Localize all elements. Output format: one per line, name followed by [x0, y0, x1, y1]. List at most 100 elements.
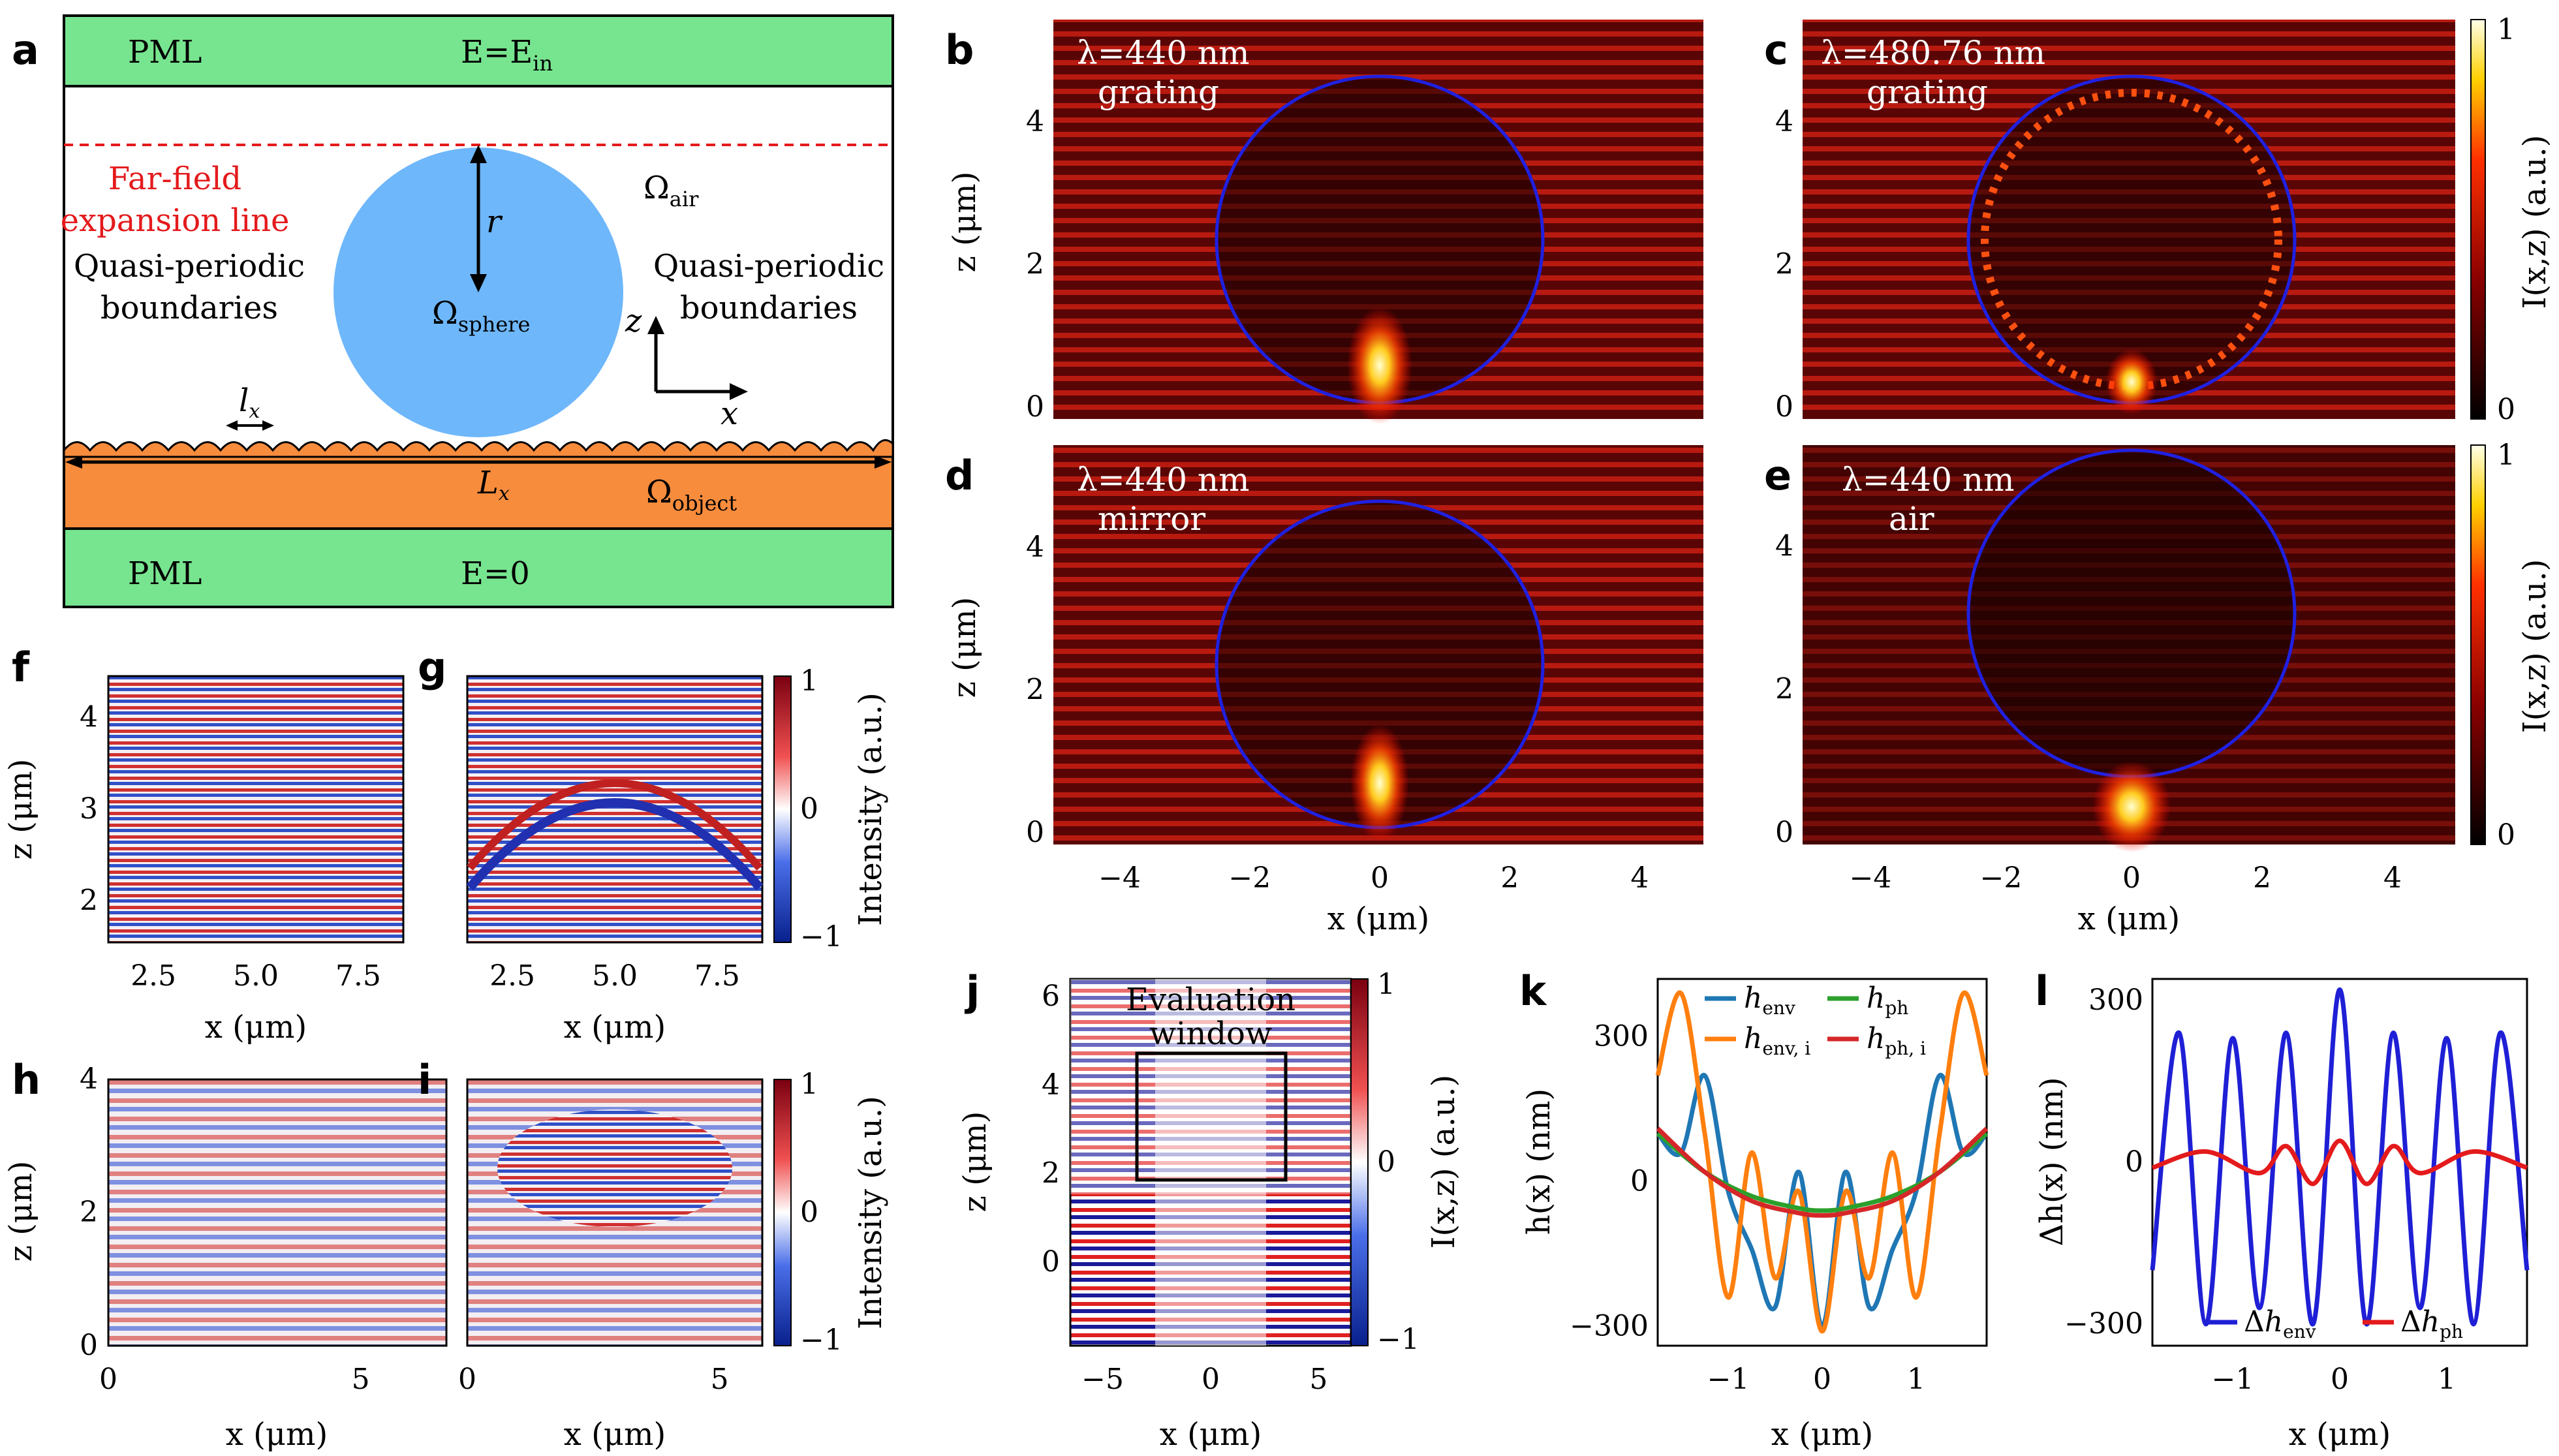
sphere-outline-e	[1966, 448, 2297, 779]
series-line--h-ph	[2151, 1138, 2528, 1186]
lx-head-left	[226, 420, 238, 431]
cbar-tick-j: 0	[1377, 1145, 1395, 1179]
x-axis-title-l: x (μm)	[2289, 1416, 2391, 1453]
z-tick-f: 4	[80, 700, 98, 734]
z-tick-d: 2	[1026, 673, 1044, 706]
z-tick-b: 4	[1026, 105, 1044, 138]
panel-label-e: e	[1764, 452, 1791, 499]
z-axis-title-h: z (μm)	[3, 1161, 39, 1262]
annotation-d-2: mirror	[1098, 500, 1205, 538]
x-tick-j: 0	[1202, 1363, 1220, 1396]
y-axis-title-k: h(x) (nm)	[1521, 1089, 1557, 1235]
x-tick-e: 0	[2122, 861, 2141, 895]
focus-spot-c	[2105, 349, 2158, 414]
focus-spot-e	[2092, 761, 2171, 852]
series-line-h-env-i	[1655, 990, 1989, 1334]
panel-label-d: d	[945, 452, 974, 499]
y-tick-k: 0	[1630, 1165, 1649, 1198]
colorbar-title-fg: Intensity (a.u.)	[852, 692, 889, 926]
x-tick-f: 5.0	[233, 959, 279, 993]
panel-label-j: j	[964, 967, 980, 1015]
x-tick-g: 7.5	[694, 959, 740, 993]
sphere-label: Ωsphere	[432, 295, 530, 337]
y-axis-title-l: Δh(x) (nm)	[2034, 1077, 2070, 1246]
lx-head-right	[262, 420, 274, 431]
eval-window-label-2: window	[1149, 1015, 1272, 1052]
y-tick-k: 300	[1594, 1020, 1649, 1053]
x-tick-f: 2.5	[131, 959, 176, 993]
Lx-head-right	[875, 456, 892, 469]
panel-l: l Δh(x) (nm) x (μm) Δhenv Δhph	[2034, 967, 2530, 1453]
panel-label-f: f	[12, 643, 30, 691]
annotation-e-1: λ=440 nm	[1842, 461, 2015, 499]
x-axis-title-i: x (μm)	[564, 1416, 666, 1453]
panel-label-i: i	[418, 1056, 431, 1104]
x-tick-g: 2.5	[489, 959, 535, 993]
x-tick-e: 4	[2383, 861, 2402, 895]
x-tick-l: −1	[2212, 1363, 2254, 1396]
z-tick-b: 2	[1026, 247, 1044, 281]
arc-fringes-g	[466, 798, 764, 891]
colorbar-title-j: I(x,z) (a.u.)	[1425, 1075, 1462, 1249]
z-axis-title-b: z (μm)	[946, 172, 983, 273]
cbar-tick-fg: 0	[800, 792, 818, 826]
colorbar-hi	[773, 1079, 792, 1346]
x-tick-e: −2	[1980, 861, 2023, 895]
x-tick-i: 0	[458, 1363, 476, 1396]
annotation-d-1: λ=440 nm	[1077, 461, 1250, 499]
z-tick-h: 0	[80, 1329, 98, 1362]
y-tick-l: −300	[2064, 1307, 2143, 1340]
pml-top-label: PML	[128, 34, 202, 70]
x-tick-g: 5.0	[592, 959, 638, 993]
z-tick-c: 0	[1775, 390, 1793, 424]
radius-label: r	[486, 204, 503, 240]
panel-d: d λ=440 nm mirror z (μm) x (μm)	[945, 445, 1703, 937]
colorbar-title-e: I(x,z) (a.u.)	[2517, 559, 2553, 734]
pml-bottom-label: PML	[128, 555, 202, 592]
panel-j: j Evaluation window I(x,z) (a.u.) z (μm)…	[957, 967, 1462, 1453]
object-label: Ωobject	[646, 474, 737, 516]
panel-label-c: c	[1764, 26, 1788, 74]
x-axis-title-e: x (μm)	[2078, 901, 2180, 937]
z-tick-f: 2	[80, 884, 98, 918]
x-axis-title-g: x (μm)	[564, 1009, 666, 1046]
cbar-tick-e: 0	[2497, 818, 2515, 852]
x-tick-j: −5	[1081, 1363, 1124, 1396]
z-tick-f: 3	[80, 792, 98, 826]
colorbar-title-hi: Intensity (a.u.)	[852, 1096, 889, 1329]
series-line--h-env	[2150, 987, 2530, 1327]
x-tick-d: 0	[1371, 861, 1389, 895]
panel-label-h: h	[12, 1056, 40, 1104]
annotation-c-2: grating	[1867, 73, 1988, 111]
panel-g: g Intensity (a.u.) x (μm)	[418, 643, 889, 1046]
cbar-tick-c: 0	[2497, 393, 2515, 426]
colorbar-title-c: I(x,z) (a.u.)	[2517, 135, 2553, 309]
panel-label-g: g	[418, 643, 446, 691]
air-label: Ωair	[644, 170, 699, 211]
y-tick-l: 300	[2088, 984, 2143, 1017]
x-axis-title-j: x (μm)	[1160, 1416, 1262, 1453]
washout-j	[1155, 979, 1266, 1346]
z-axis-title-f: z (μm)	[3, 759, 39, 860]
x-tick-h: 0	[99, 1363, 117, 1396]
panel-h: h z (μm) x (μm)	[3, 1056, 448, 1453]
x-axis-title-h: x (μm)	[226, 1416, 328, 1453]
field-map-g	[466, 675, 764, 944]
series-lines-k	[1655, 990, 1989, 1334]
x-axis-head	[730, 383, 748, 400]
z-tick-j: 0	[1042, 1245, 1060, 1278]
z-tick-b: 0	[1026, 390, 1044, 424]
focus-spot-b	[1347, 307, 1412, 424]
arc-fringes-g-2	[467, 779, 763, 871]
annotation-c-1: λ=480.76 nm	[1821, 34, 2045, 72]
x-tick-d: 2	[1500, 861, 1519, 895]
washout-top-j	[1070, 979, 1351, 1194]
z-tick-h: 2	[80, 1196, 98, 1229]
radius-arrow-head-bottom	[470, 274, 487, 292]
x-tick-j: 5	[1309, 1363, 1327, 1396]
far-field-label-1: Far-field	[108, 161, 241, 197]
quasi-right-2: boundaries	[680, 290, 858, 326]
panel-k: k h(x) (nm) x (μm) henv hph henv, i hph,…	[1519, 967, 1989, 1453]
z-tick-j: 2	[1042, 1156, 1060, 1190]
x-tick-d: −4	[1098, 861, 1141, 895]
